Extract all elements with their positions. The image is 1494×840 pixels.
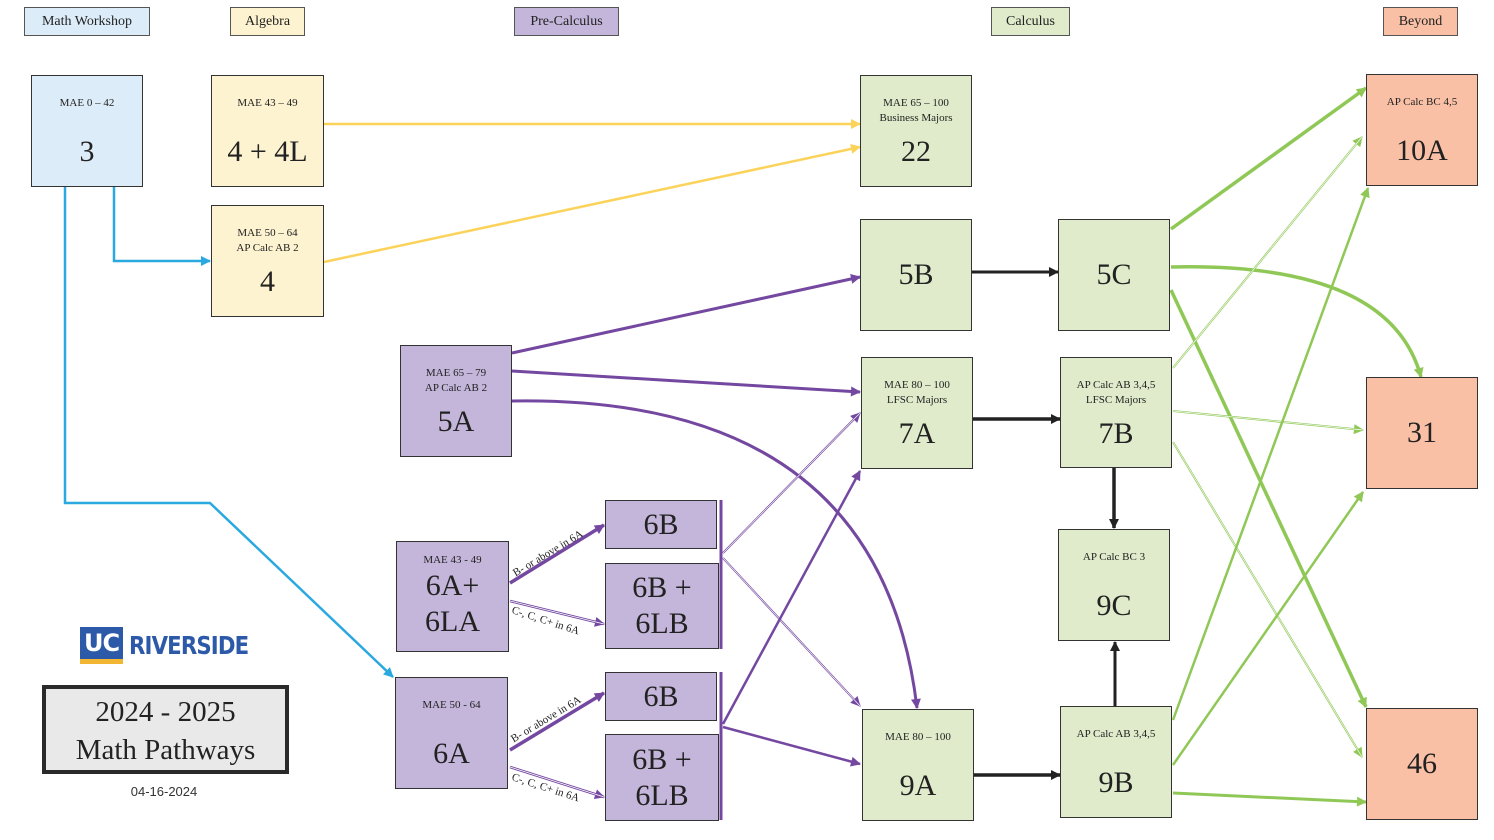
course-5c: 5C — [1058, 219, 1170, 331]
logo-uc: UC — [80, 627, 124, 664]
course-number: 6A — [433, 737, 470, 770]
uc-riverside-logo: UC RIVERSIDE — [80, 627, 269, 664]
course-7a: MAE 80 – 100 LFSC Majors 7A — [861, 357, 973, 469]
course-requirement: AP Calc AB 3,4,5 — [1076, 728, 1156, 740]
course-number: 6B + 6LB — [632, 571, 692, 640]
title-box: 2024 - 2025 Math Pathways — [42, 685, 289, 774]
course-5a: MAE 65 – 79 AP Calc AB 2 5A — [400, 345, 512, 457]
edge-6b2-to-7a — [721, 470, 862, 725]
course-requirement: MAE 43 – 49 — [237, 97, 298, 109]
course-requirement: MAE 50 – 64 AP Calc AB 2 — [236, 227, 299, 254]
edge-7b-to-46-inner — [1172, 441, 1363, 758]
course-number: 3 — [79, 135, 95, 168]
course-6a: MAE 50 - 64 6A — [395, 677, 508, 789]
course-6b_1: 6B — [605, 500, 717, 549]
course-number: 6B — [643, 679, 679, 713]
edge-5c-to-46 — [1169, 289, 1368, 708]
course-requirement: AP Calc AB 3,4,5 LFSC Majors — [1076, 379, 1156, 406]
edge-6a-to-6b — [509, 691, 605, 752]
course-requirement: AP Calc BC 3 — [1082, 551, 1146, 563]
edge-4-to-22 — [323, 143, 861, 264]
edge-9b-to-31 — [1171, 491, 1365, 766]
course-6aplus: MAE 43 - 49 6A+ 6LA — [396, 541, 509, 652]
course-number: 10A — [1396, 134, 1448, 167]
course-number: 22 — [901, 135, 931, 168]
course-4: MAE 50 – 64 AP Calc AB 2 4 — [211, 205, 324, 317]
edge-5a-to-7a — [511, 369, 861, 397]
course-31: 31 — [1366, 377, 1478, 489]
course-3: MAE 0 – 42 3 — [31, 75, 143, 187]
course-9a: MAE 80 – 100 9A — [862, 709, 974, 821]
course-4_4l: MAE 43 – 49 4 + 4L — [211, 75, 324, 187]
logo-riverside: RIVERSIDE — [129, 631, 249, 660]
course-6b_2: 6B — [605, 672, 717, 721]
course-7b: AP Calc AB 3,4,5 LFSC Majors 7B — [1060, 357, 1172, 468]
header-calculus: Calculus — [991, 7, 1070, 36]
course-requirement: MAE 65 – 79 AP Calc AB 2 — [424, 367, 488, 394]
course-requirement: AP Calc BC 4,5 — [1386, 96, 1458, 108]
course-requirement: MAE 43 - 49 — [423, 554, 482, 566]
course-10a: AP Calc BC 4,5 10A — [1366, 74, 1478, 186]
course-number: 46 — [1407, 747, 1437, 780]
course-number: 5B — [898, 258, 934, 291]
edge-3-to-4 — [112, 187, 211, 266]
edge-3-to-6a — [63, 187, 394, 678]
course-number: 9B — [1098, 766, 1134, 799]
course-6b6lb_2: 6B + 6LB — [605, 734, 719, 821]
course-number: 9C — [1096, 589, 1132, 622]
revision-date: 04-16-2024 — [130, 784, 198, 799]
edge-7b-to-31-inner — [1172, 410, 1364, 431]
course-requirement: MAE 50 - 64 — [422, 699, 481, 711]
course-number: 5C — [1096, 258, 1132, 291]
course-number: 5A — [437, 405, 475, 438]
course-number: 31 — [1407, 416, 1437, 449]
course-46: 46 — [1366, 708, 1478, 820]
header-algebra: Algebra — [230, 7, 305, 36]
course-number: 4 + 4L — [227, 135, 308, 168]
header-pre-calculus: Pre-Calculus — [514, 7, 619, 36]
title-name: Math Pathways — [75, 734, 256, 766]
course-number: 7B — [1098, 416, 1134, 450]
edge-7b-to-10a-inner — [1172, 136, 1363, 369]
course-requirement: MAE 65 – 100 Business Majors — [879, 97, 953, 124]
edge-6aplus-to-6b6lb-inner — [509, 600, 605, 625]
course-number: 7A — [898, 417, 936, 450]
edge-5c-to-31 — [1170, 265, 1424, 378]
course-5b: 5B — [860, 219, 972, 331]
course-number: 6A+ 6LA — [425, 569, 480, 638]
edge-6a-to-6b6lb-inner — [509, 766, 605, 798]
edge-6b-to-9a-inner — [722, 557, 861, 707]
edge-6aplus-to-6b — [509, 523, 605, 585]
edge-6b-to-7a-inner — [722, 412, 861, 554]
course-9c: AP Calc BC 3 9C — [1058, 529, 1170, 641]
course-22: MAE 65 – 100 Business Majors 22 — [860, 75, 972, 187]
course-number: 6B — [643, 507, 679, 541]
edge-5a-to-5b — [511, 274, 861, 355]
edge-5c-to-10a — [1169, 86, 1368, 231]
course-requirement: MAE 80 – 100 LFSC Majors — [884, 379, 950, 406]
course-9b: AP Calc AB 3,4,5 9B — [1060, 706, 1172, 818]
course-requirement: MAE 80 – 100 — [885, 731, 951, 743]
edge-9b-to-46 — [1172, 791, 1367, 807]
course-number: 6B + 6LB — [632, 742, 692, 812]
course-6b6lb_1: 6B + 6LB — [605, 563, 719, 649]
edge-6b2-to-9a — [722, 725, 861, 767]
edge-9b-to-10a — [1171, 187, 1370, 721]
title-years: 2024 - 2025 — [95, 696, 236, 728]
course-number: 4 — [260, 265, 275, 298]
edge-5a-to-9a — [511, 399, 921, 709]
course-requirement: MAE 0 – 42 — [59, 97, 115, 109]
header-beyond: Beyond — [1383, 7, 1458, 36]
course-number: 9A — [899, 769, 937, 802]
header-math-workshop: Math Workshop — [24, 7, 150, 36]
